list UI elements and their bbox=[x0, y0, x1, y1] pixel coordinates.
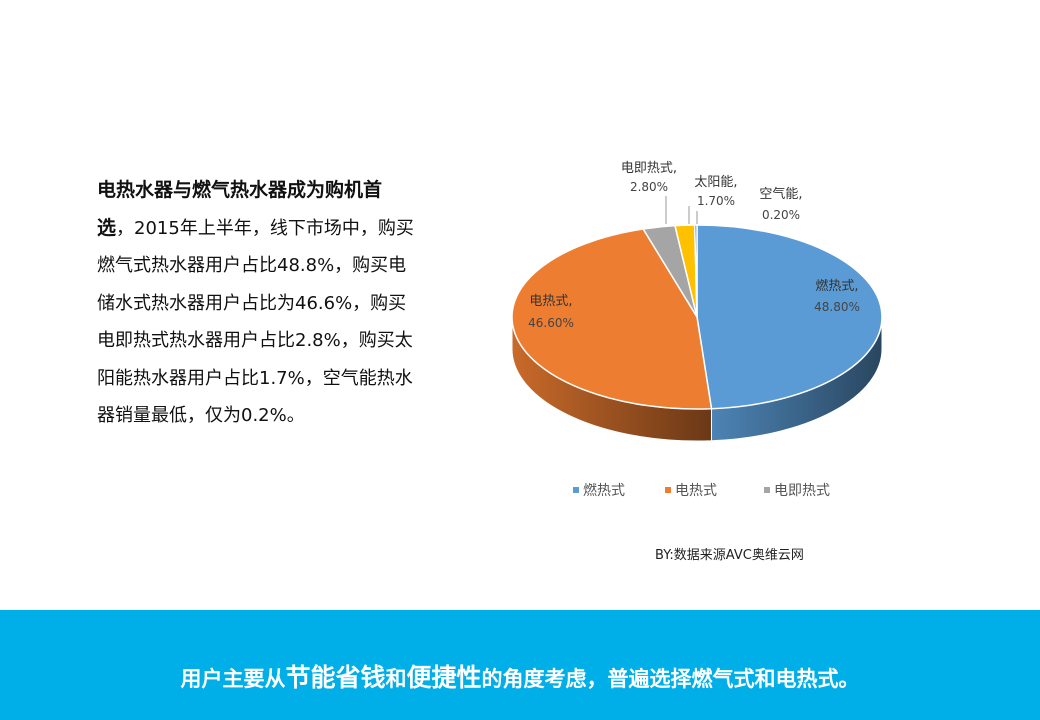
pie-slice-空气能 bbox=[693, 224, 698, 318]
legend-swatch-燃热式 bbox=[573, 487, 579, 493]
footer-banner: 用户主要从节能省钱和便捷性的角度考虑，普遍选择燃气式和电热式。 bbox=[0, 610, 1040, 720]
data-label-value-燃热式: 48.80% bbox=[814, 300, 860, 314]
pie-top-faces bbox=[511, 224, 883, 410]
pie-data-labels: 燃热式, 48.80% 电热式, 46.60% 电即热式, 2.80% 太阳能, 1.70% 空… bbox=[528, 161, 860, 330]
description-body: ，2015年上半年，线下市场中，购买燃气式热水器用户占比48.8%，购买电储水式… bbox=[97, 217, 414, 427]
chart-legend: 燃热式 电热式 电即热式 bbox=[573, 482, 830, 499]
data-label-value-电热式: 46.60% bbox=[528, 316, 574, 330]
footer-conclusion: 用户主要从节能省钱和便捷性的角度考虑，普遍选择燃气式和电热式。 bbox=[0, 658, 1040, 694]
footer-emphasis-2: 便捷性 bbox=[406, 663, 482, 692]
legend-label-电即热式: 电即热式 bbox=[774, 483, 830, 499]
data-label-name-电热式: 电热式, bbox=[529, 294, 572, 309]
footer-text-1: 用户主要从 bbox=[180, 667, 286, 691]
data-label-name-电即热式: 电即热式, bbox=[621, 161, 677, 176]
data-label-value-太阳能: 1.70% bbox=[697, 194, 735, 208]
data-label-value-电即热式: 2.80% bbox=[630, 180, 668, 194]
legend-label-电热式: 电热式 bbox=[675, 483, 717, 499]
footer-emphasis-1: 节能省钱 bbox=[285, 663, 386, 692]
legend-swatch-电热式 bbox=[665, 487, 671, 493]
pie-slice-燃热式 bbox=[696, 224, 883, 410]
data-source: BY:数据来源AVC奥维云网 bbox=[655, 548, 804, 563]
data-label-name-太阳能: 太阳能, bbox=[694, 175, 737, 190]
footer-text-3: 的角度考虑，普遍选择燃气式和电热式。 bbox=[481, 667, 860, 691]
description-text: 电热水器与燃气热水器成为购机首选，2015年上半年，线下市场中，购买燃气式热水器… bbox=[97, 172, 415, 435]
legend-label-燃热式: 燃热式 bbox=[583, 482, 625, 499]
legend-swatch-电即热式 bbox=[764, 487, 770, 493]
data-label-name-燃热式: 燃热式, bbox=[815, 278, 858, 294]
footer-text-2: 和 bbox=[385, 667, 407, 691]
pie-slice-电热式 bbox=[511, 228, 713, 410]
data-label-value-空气能: 0.20% bbox=[762, 208, 800, 222]
pie-chart: 燃热式, 48.80% 电热式, 46.60% 电即热式, 2.80% 太阳能, 1.70% 空… bbox=[511, 161, 883, 499]
description-highlight: 电热水器与燃气热水器成为购机首选 bbox=[97, 179, 383, 239]
data-label-name-空气能: 空气能, bbox=[759, 186, 802, 202]
